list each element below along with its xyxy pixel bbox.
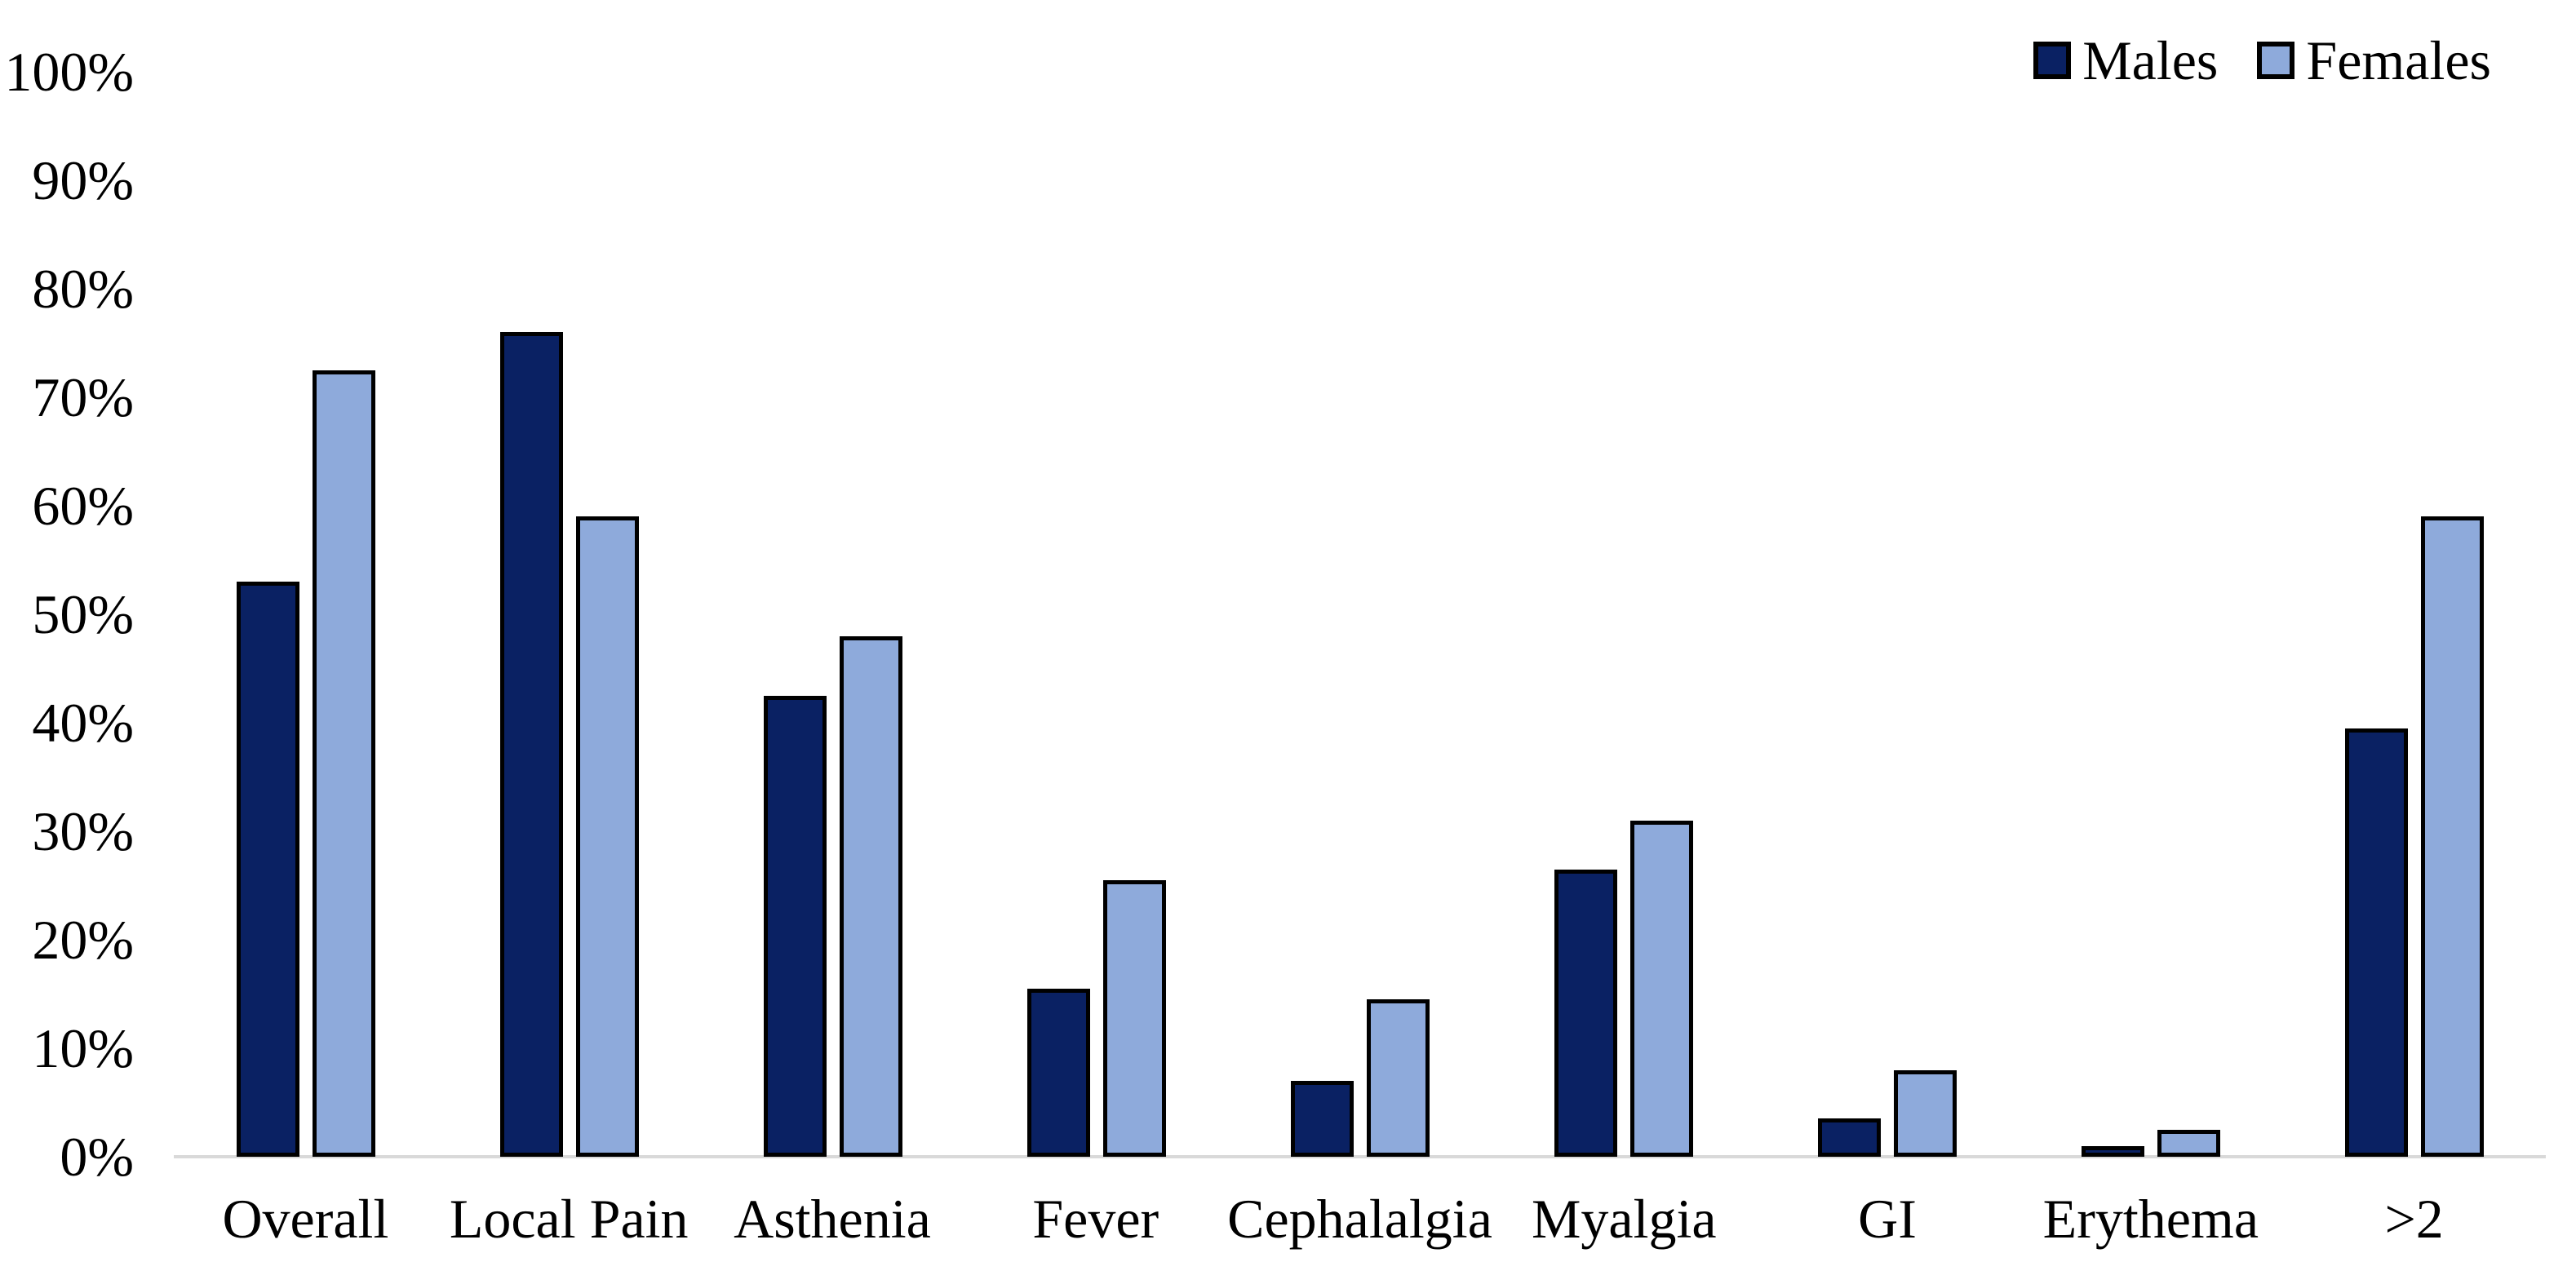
females-bar [1893, 1069, 1957, 1157]
bar-groups [174, 72, 2546, 1157]
y-axis-tick-label: 70% [32, 366, 134, 428]
males-bar [1554, 869, 1617, 1157]
legend-label: Females [2306, 29, 2491, 91]
legend-item-males: Males [2033, 33, 2218, 88]
bar-group-overall [174, 72, 437, 1157]
y-axis-tick-label: 50% [32, 583, 134, 645]
y-axis-tick-label: 60% [32, 475, 134, 537]
x-axis-category-label: Overall [222, 1188, 389, 1250]
x-axis-category-label: Erythema [2042, 1188, 2259, 1250]
bar-group-erythema [2019, 72, 2282, 1157]
females-bar [1102, 879, 1166, 1157]
males-bar [1290, 1080, 1354, 1157]
chart-legend: Males Females [2033, 33, 2491, 88]
bar-group-local-pain [437, 72, 701, 1157]
x-axis-category-label: Asthenia [734, 1188, 931, 1250]
y-axis-tick-label: 10% [32, 1017, 134, 1079]
males-bar [1026, 988, 1090, 1157]
females-bar [2157, 1129, 2220, 1157]
legend-label: Males [2082, 29, 2219, 91]
males-bar [236, 582, 299, 1157]
bar-group-cephalalgia [1228, 72, 1492, 1157]
females-bar [1366, 999, 1430, 1157]
females-bar [2420, 516, 2484, 1157]
legend-swatch-icon [2257, 42, 2295, 79]
males-bar [499, 332, 563, 1157]
x-axis-category-labels: Overall Local Pain Asthenia Fever Cephalalgi… [174, 1189, 2546, 1248]
x-axis-category-label: Local Pain [449, 1188, 689, 1250]
females-bar [575, 516, 639, 1157]
x-axis-category-label: >2 [2384, 1188, 2444, 1250]
plot-area [174, 72, 2546, 1158]
bar-group-gi [1755, 72, 2019, 1157]
legend-item-females: Females [2257, 33, 2491, 88]
males-bar [1817, 1118, 1881, 1157]
y-axis-tick-label: 20% [32, 909, 134, 971]
bar-group-fever [964, 72, 1228, 1157]
bar-group-myalgia [1492, 72, 1755, 1157]
x-axis-line [174, 1155, 2546, 1158]
males-bar [2344, 728, 2408, 1157]
y-axis-tick-label: 80% [32, 258, 134, 320]
males-bar [763, 695, 827, 1157]
y-axis-tick-label: 40% [32, 692, 134, 754]
y-axis-tick-labels: 0% 10% 20% 30% 40% 50% 60% 70% 80% 90% 100% [0, 44, 139, 1184]
males-bar [2081, 1145, 2144, 1157]
x-axis-category-label: Cephalalgia [1227, 1188, 1492, 1250]
bar-group-asthenia [701, 72, 964, 1157]
females-bar [1629, 820, 1693, 1157]
females-bar [312, 370, 375, 1157]
x-axis-category-label: Myalgia [1531, 1188, 1717, 1250]
y-axis-tick-label: 30% [32, 800, 134, 862]
y-axis-tick-label: 90% [32, 149, 134, 211]
y-axis-tick-label: 0% [60, 1126, 134, 1188]
legend-swatch-icon [2033, 42, 2072, 79]
x-axis-category-label: Fever [1032, 1188, 1159, 1250]
bar-group--2 [2282, 72, 2546, 1157]
x-axis-category-label: GI [1858, 1188, 1917, 1250]
females-bar [839, 635, 902, 1157]
y-axis-tick-label: 100% [4, 41, 134, 103]
